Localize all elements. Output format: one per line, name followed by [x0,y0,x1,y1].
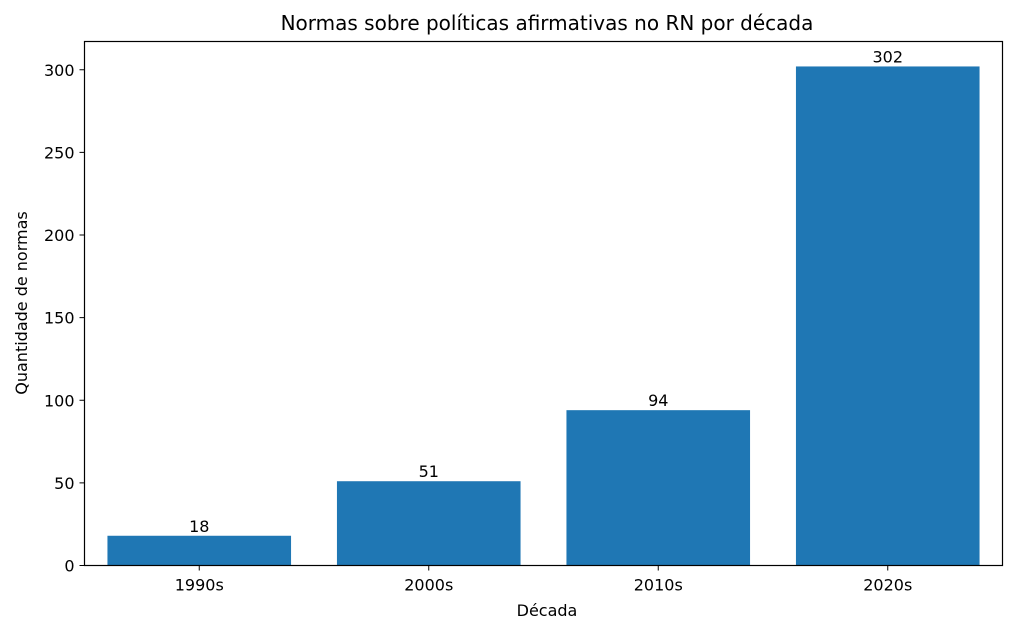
data-label-2010s: 94 [648,391,668,410]
bar-2000s [336,481,521,566]
y-tick-label: 300 [44,61,75,80]
x-tick-label: 2020s [863,576,912,595]
x-axis-title: Década [517,601,578,620]
y-axis: 0 50 100 150 200 250 300 [44,61,85,576]
bar-1990s [107,535,292,566]
data-label-2020s: 302 [872,47,903,66]
y-tick-label: 50 [54,474,74,493]
bar-2010s [566,410,751,566]
x-axis: 1990s 2000s 2010s 2020s [175,565,912,595]
x-tick-label: 2000s [404,576,453,595]
y-tick-label: 150 [44,309,75,328]
x-tick-label: 1990s [175,576,224,595]
chart-title: Normas sobre políticas afirmativas no RN… [281,11,814,35]
data-label-2000s: 51 [419,462,439,481]
x-tick-label: 2010s [634,576,683,595]
data-labels-group: 18 51 94 302 [189,47,903,535]
data-label-1990s: 18 [189,517,209,536]
plot-frame [83,40,1004,567]
bar-2020s [795,66,980,566]
y-tick-label: 200 [44,226,75,245]
y-axis-title: Quantidade de normas [12,211,31,394]
y-tick-label: 100 [44,391,75,410]
y-tick-label: 250 [44,143,75,162]
bars-group [107,66,980,566]
y-tick-label: 0 [64,557,74,576]
